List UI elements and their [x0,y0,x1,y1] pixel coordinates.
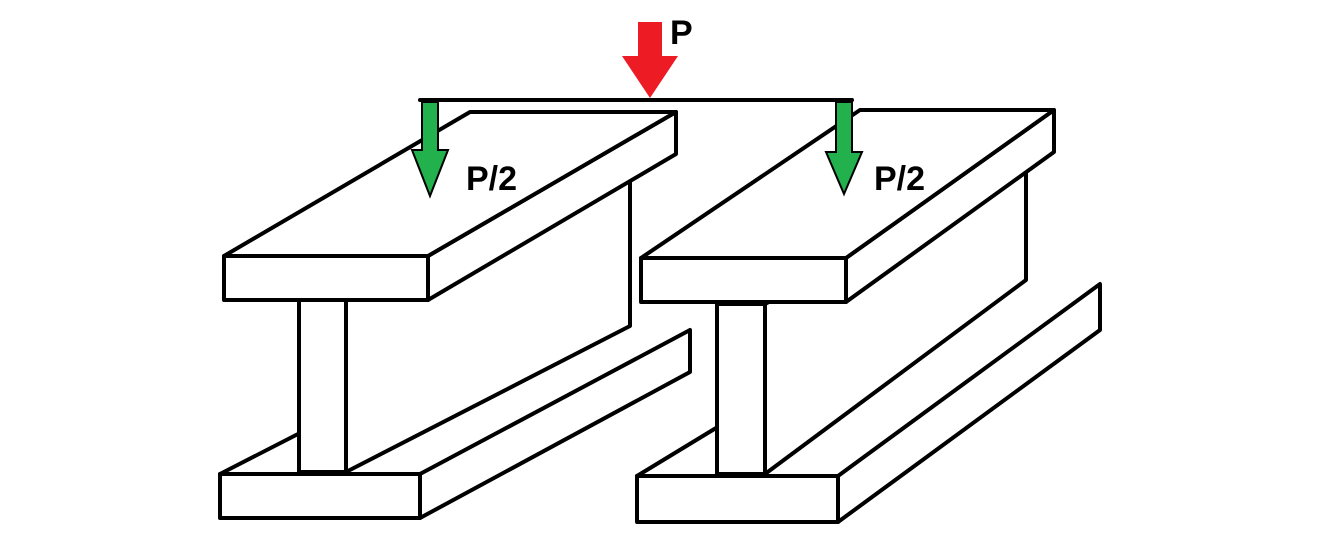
right-load-label: P/2 [874,160,925,198]
left-i-beam [218,110,692,520]
left-web [297,298,348,474]
left-load-arrow [410,101,450,199]
left-load-label: P/2 [466,160,517,198]
total-load-arrow [622,22,678,98]
right-i-beam [635,108,1102,524]
right-load-arrow [824,101,864,197]
left-top-flange-face [222,110,678,258]
right-web [715,302,767,476]
total-load-label: P [670,14,693,52]
